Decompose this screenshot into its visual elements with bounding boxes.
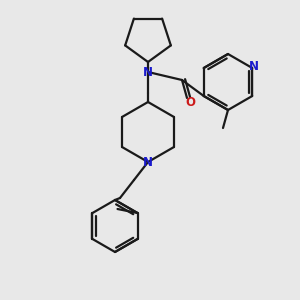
Text: N: N [143, 155, 153, 169]
Text: N: N [143, 65, 153, 79]
Text: N: N [249, 61, 259, 74]
Text: O: O [185, 97, 195, 110]
